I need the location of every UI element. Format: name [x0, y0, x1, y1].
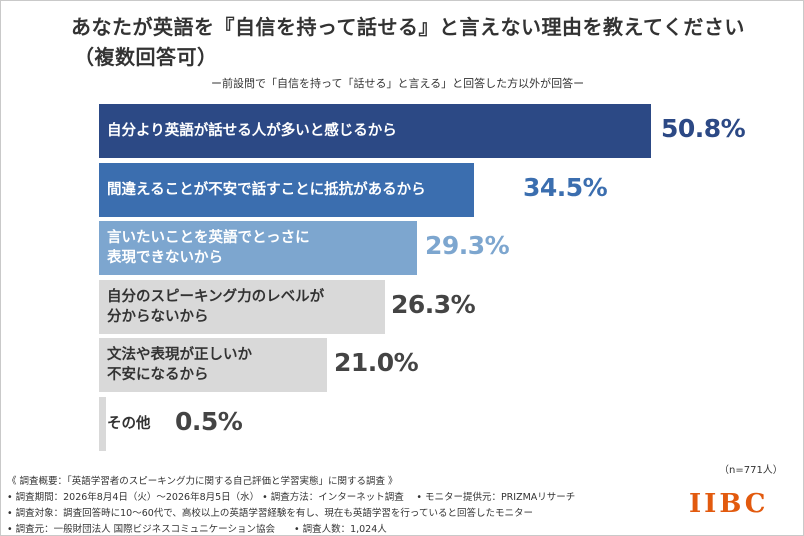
bar	[99, 338, 328, 392]
footnote-line: • 調査元：一般財団法人 国際ビジネスコミュニケーション協会 • 調査人数：1,…	[7, 524, 387, 535]
bar-category-label: 文法や表現が正しいか 不安になるから	[107, 347, 252, 383]
bar-category-label: 自分のスピーキング力のレベルが 分からないから	[107, 288, 325, 325]
bar-category-label: その他	[107, 415, 151, 432]
bar-value-label: 50.8%	[661, 114, 746, 143]
bar	[99, 221, 418, 275]
bar-value-label: 0.5%	[175, 406, 243, 436]
bar-value-label: 29.3%	[425, 231, 510, 260]
bar	[99, 396, 106, 451]
bar-chart: 自分より英語が話せる人が多いと感じるから 50.8% 間違えることが不安で話すことに…	[1, 1, 804, 461]
chart-subtitle: ー前設問で「自信を持って「話せる」と言える」と回答した方以外が回答ー	[211, 77, 585, 90]
bar-category-label: 言いたいことを英語でとっさに 表現できないから	[107, 230, 310, 266]
bar-value-label: 34.5%	[523, 172, 608, 202]
sample-size-label: （n=771人）	[719, 465, 783, 476]
bar-value-label: 21.0%	[334, 348, 419, 377]
footnote-line: • 調査期間：2026年8月4日（火）〜2026年8月5日（水） • 調査方法：…	[7, 492, 576, 503]
chart-title: あなたが英語を『自信を持って話せる』と言えない理由を教えてください	[71, 15, 745, 39]
footnote-line: 《 調査概要：「英語学習者のスピーキング力に関する自己評価と学習実態」に関する調…	[7, 476, 398, 487]
footnote-line: • 調査対象：調査回答時に10〜60代で、高校以上の英語学習経験を有し、現在も英…	[7, 508, 533, 519]
bar-category-label: 間違えることが不安で話すことに抵抗があるから	[107, 181, 426, 198]
bar-category-label: 自分より英語が話せる人が多いと感じるから	[107, 123, 397, 139]
bar	[99, 104, 651, 158]
bar-value-label: 26.3%	[391, 289, 476, 319]
bar	[99, 162, 474, 217]
chart-title-note: （複数回答可）	[74, 45, 218, 69]
bar	[99, 279, 385, 334]
iibc-logo: IIBC	[689, 489, 769, 519]
